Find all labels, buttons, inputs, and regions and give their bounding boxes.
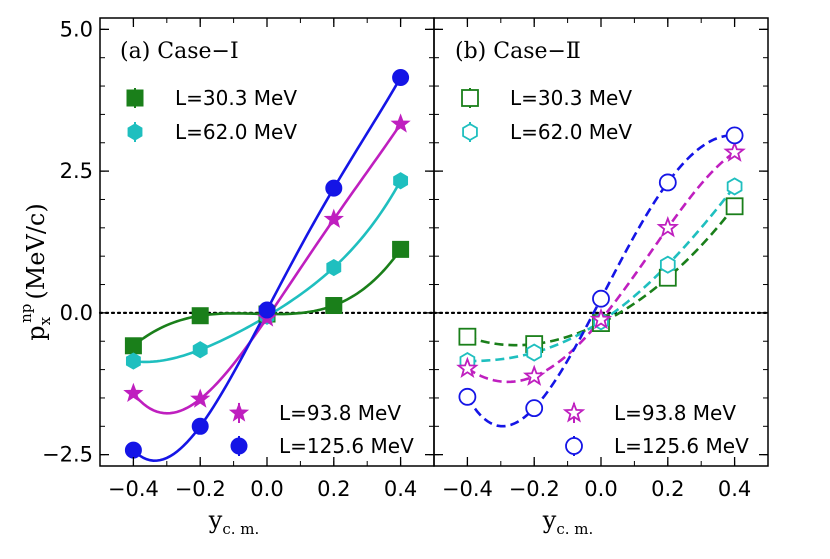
data-point-hexagon	[393, 172, 409, 190]
data-point-circle	[325, 179, 343, 197]
legend-marker-hexagon	[127, 123, 143, 141]
legend-entry: L=93.8 MeV	[228, 401, 401, 425]
legend-entry: L=125.6 MeV	[230, 434, 414, 458]
data-point-hexagon	[192, 341, 208, 359]
data-point-hexagon	[125, 352, 141, 370]
legend-label: L=62.0 MeV	[510, 120, 632, 144]
data-point-star	[522, 364, 546, 386]
data-point-star	[390, 113, 411, 133]
y-tick-label: 5.0	[60, 17, 93, 41]
y-axis-superscript: np	[17, 304, 35, 323]
data-point-star	[656, 216, 680, 238]
panel-title: (a) Case−Ⅰ	[120, 39, 239, 64]
y-tick-label: −2.5	[42, 443, 93, 467]
data-point-hexagon	[659, 255, 676, 274]
fit-curve-1	[466, 205, 736, 347]
data-point-circle	[458, 387, 477, 406]
data-point-square	[191, 307, 209, 325]
data-point-circle	[725, 126, 744, 145]
data-point-star	[589, 307, 613, 330]
x-axis-subscript-right: c. m.	[556, 520, 593, 538]
data-point-circle	[392, 69, 410, 87]
legend-label: L=125.6 MeV	[614, 434, 749, 458]
legend-label: L=30.3 MeV	[510, 86, 632, 110]
legend-entry: L=93.8 MeV	[562, 401, 736, 425]
fit-curve-1	[132, 248, 402, 347]
y-axis-subscript: x	[36, 316, 54, 325]
x-tick-label: 0.0	[584, 477, 617, 501]
x-tick-label: 0.2	[651, 477, 684, 501]
x-tick-label: −0.2	[175, 477, 226, 501]
legend-marker-square	[461, 89, 479, 107]
legend-entry: L=62.0 MeV	[127, 120, 297, 144]
fit-curve-2	[467, 185, 736, 363]
data-point-star	[456, 356, 479, 378]
y-axis-label: pxnp (MeV/c)	[17, 203, 54, 340]
y-axis-unit: (MeV/c)	[22, 203, 50, 299]
legend-marker-circle	[565, 437, 583, 455]
x-axis-subscript-left: c. m.	[222, 520, 259, 538]
x-tick-label: −0.4	[108, 477, 159, 501]
legend-marker-star	[562, 401, 586, 423]
legend-marker-square	[126, 89, 144, 107]
legend-marker-hexagon	[462, 122, 478, 142]
panel-title: (b) Case−Ⅱ	[455, 39, 581, 64]
x-axis-label-right: yc. m.	[542, 506, 594, 538]
x-tick-label: 0.0	[250, 477, 283, 501]
data-point-square	[325, 297, 343, 315]
x-tick-label: 0.4	[384, 477, 417, 501]
x-tick-label: −0.2	[509, 477, 560, 501]
legend-entry: L=125.6 MeV	[565, 434, 749, 458]
legend-label: L=125.6 MeV	[279, 434, 414, 458]
data-point-square	[458, 327, 477, 346]
data-point-circle	[124, 441, 142, 459]
data-point-star	[190, 388, 211, 408]
legend-entry: L=62.0 MeV	[462, 120, 632, 144]
x-tick-label: −0.4	[442, 477, 493, 501]
legend-marker-circle	[230, 437, 248, 455]
data-point-circle	[258, 301, 276, 319]
data-point-star	[723, 140, 746, 162]
x-axis-label-left: yc. m.	[208, 506, 260, 538]
fit-curve-2	[133, 180, 402, 364]
fit-curve-3	[132, 123, 402, 415]
legend-entry: L=30.3 MeV	[126, 86, 297, 110]
legend-label: L=93.8 MeV	[279, 401, 401, 425]
data-point-circle	[592, 289, 610, 308]
legend-label: L=62.0 MeV	[175, 120, 297, 144]
data-point-hexagon	[526, 343, 543, 362]
panel-a: −0.4 −0.2 0.0 0.2 0.4 5.0 2.5 0.0 −2.5 (a) Case−Ⅰ…	[42, 17, 436, 501]
panel-b: −0.4 −0.2 0.0 0.2 0.4 (b) Case−Ⅱ L=30.3 MeV L=6…	[432, 17, 770, 501]
data-point-star	[123, 382, 144, 403]
legend-entry: L=30.3 MeV	[461, 86, 632, 110]
x-tick-label: 0.2	[317, 477, 350, 501]
data-point-circle	[191, 417, 209, 435]
y-tick-label: 2.5	[60, 159, 93, 183]
data-point-hexagon	[726, 177, 743, 196]
x-axis-symbol-left: y	[208, 506, 223, 534]
x-tick-label: 0.4	[718, 477, 751, 501]
legend-label: L=93.8 MeV	[614, 401, 736, 425]
data-point-circle	[658, 173, 677, 192]
x-axis-symbol-right: y	[542, 506, 557, 534]
legend-label: L=30.3 MeV	[175, 86, 297, 110]
data-point-square	[124, 337, 142, 355]
data-point-circle	[525, 399, 544, 418]
y-tick-label: 0.0	[60, 301, 93, 325]
data-point-square	[725, 197, 744, 216]
data-point-hexagon	[326, 258, 342, 277]
data-point-square	[392, 240, 410, 258]
fit-curve-3	[466, 151, 736, 384]
y-axis-symbol: p	[22, 325, 50, 340]
data-point-star	[323, 208, 344, 228]
legend-marker-star	[228, 402, 250, 422]
